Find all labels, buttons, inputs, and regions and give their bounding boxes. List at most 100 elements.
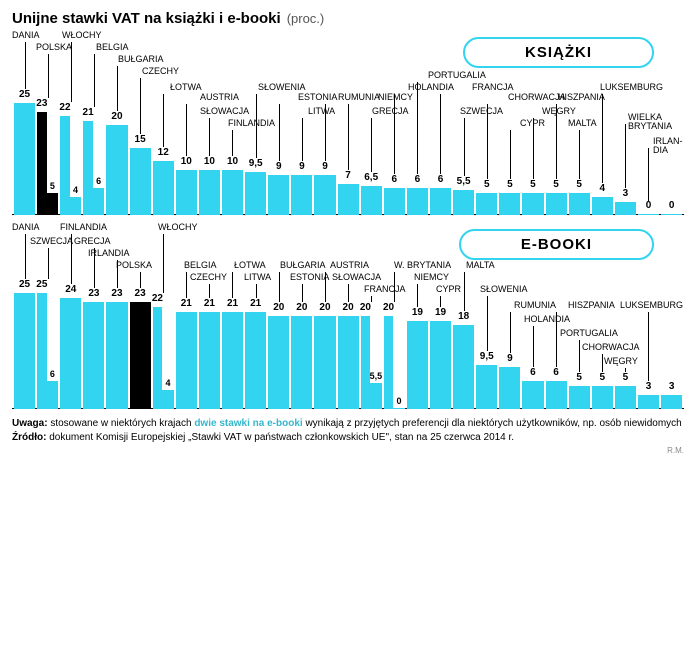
bar: 10 [199,170,220,215]
bar: 6 [522,381,543,409]
bar: 5 [546,193,567,215]
bar-slot: 10 [199,31,220,215]
bar-slot: 20 [291,223,312,409]
bar-secondary-value: 4 [165,378,170,388]
bar-slot: 6 [430,31,451,215]
bar-value: 24 [65,284,76,295]
bar-value: 20 [383,302,394,313]
bar-slot: 6 [522,223,543,409]
bar: 0 [661,214,682,215]
bar: 20 [291,316,312,409]
bar-value: 6 [438,174,444,185]
bar-value: 5 [600,372,606,383]
bar: 5,5 [453,190,474,215]
bar: 6 [384,188,405,215]
bar-slot: 10 [176,31,197,215]
bar-value: 5 [576,372,582,383]
bar: 5 [592,386,613,409]
bar-value: 23 [88,288,99,299]
bar: 5 [499,193,520,215]
bar-slot: 10 [222,31,243,215]
bar-slot: 12 [153,31,174,215]
bar: 21 [222,312,243,409]
bar-slot: 23 [106,223,127,409]
bar-slot: 21 [245,223,266,409]
footer-credit: R.M. [12,446,684,455]
bar-value: 21 [204,298,215,309]
bar-value: 18 [458,311,469,322]
bar: 21 [176,312,197,409]
bar-slot: 21 [199,223,220,409]
footer-line1-em: dwie stawki na e-booki [194,418,302,429]
bar-value: 6,5 [364,172,378,183]
bar-value: 10 [227,156,238,167]
bar-secondary: 0 [393,408,405,409]
bar: 21 [245,312,266,409]
footer: Uwaga: stosowane w niektórych krajach dw… [12,417,684,455]
bar: 6 [407,188,428,215]
bar: 3 [615,202,636,215]
bar-slot: 20 [106,31,127,215]
bar-secondary-value: 5 [50,181,55,191]
bar-slot: 9,5 [245,31,266,215]
bar: 23 [83,302,104,409]
bar-slot: 6 [546,223,567,409]
bar-value: 5 [530,179,536,190]
bar-slot: 9,5 [476,223,497,409]
bar: 9 [291,175,312,215]
bar: 12 [153,161,174,215]
bar-secondary: 6 [93,188,105,215]
bar-slot: 3 [638,223,659,409]
bar-value: 9 [322,161,328,172]
bar-slot: 23 [130,223,151,409]
title-row: Unijne stawki VAT na książki i e-booki (… [12,10,684,27]
bar-secondary-value: 6 [50,369,55,379]
bar-value: 5 [623,372,629,383]
bar-slot: 5 [522,31,543,215]
bar-value: 5,5 [457,176,471,187]
bar-value: 5 [553,179,559,190]
bar: 23 [37,112,47,215]
bar-value: 21 [181,298,192,309]
bar-slot: 6 [407,31,428,215]
bar-value: 10 [181,156,192,167]
bar-slot: 20 [338,223,359,409]
bar-slot: 5 [615,223,636,409]
bar-secondary: 5,5 [370,383,382,409]
footer-source-label: Źródło: [12,432,46,443]
bar-value: 5 [507,179,513,190]
bar: 9,5 [476,365,497,409]
bar-slot: 19 [407,223,428,409]
bar-value: 23 [111,288,122,299]
bar: 20 [338,316,359,409]
bar: 19 [430,321,451,409]
bar-value: 9 [276,161,282,172]
bar: 24 [60,298,81,409]
bar-value: 7 [345,170,351,181]
bar-secondary-value: 5,5 [370,371,383,381]
chart-ebooks-bars: 25256242323232242121212120202020205,5200… [12,223,684,409]
bar: 22 [60,116,70,215]
bar: 10 [222,170,243,215]
bar-slot: 235 [37,31,58,215]
bar-slot: 5 [546,31,567,215]
page-title-suffix: (proc.) [287,11,325,26]
bar: 21 [83,121,93,215]
bar-value: 6 [553,367,559,378]
bar-value: 9,5 [249,158,263,169]
bar: 20 [314,316,335,409]
bar-value: 25 [19,89,30,100]
bar: 20 [106,125,127,215]
bar: 18 [453,325,474,409]
bar-value: 5 [576,179,582,190]
chart-books: DANIAPOLSKAWŁOCHYBELGIABUŁGARIACZECHYŁOT… [12,31,684,215]
bar: 9,5 [245,172,266,215]
bar-value: 22 [152,293,163,304]
bar-value: 20 [360,302,371,313]
bar-value: 19 [412,307,423,318]
bar-value: 9 [299,161,305,172]
bar-value: 19 [435,307,446,318]
bar: 3 [638,395,659,409]
chart-books-bars: 252352242162015121010109,599976,56665,55… [12,31,684,215]
bar-slot: 24 [60,223,81,409]
